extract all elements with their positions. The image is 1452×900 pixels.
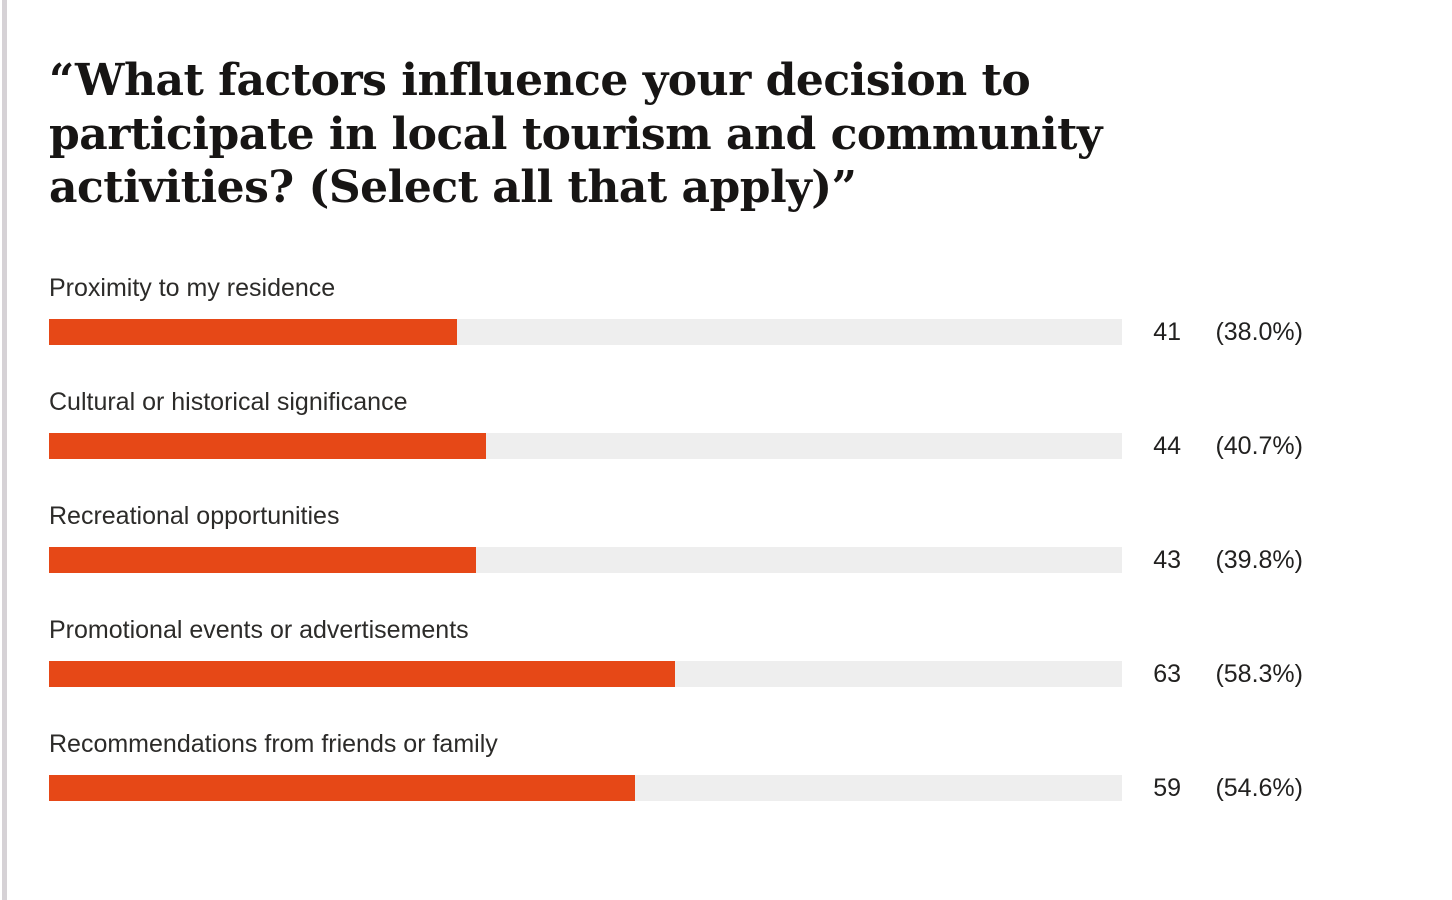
bar-count: 41 (1153, 317, 1181, 346)
bar-percent: (39.8%) (1215, 545, 1303, 574)
bar-fill (49, 775, 635, 802)
bar-count: 43 (1153, 545, 1181, 574)
bar-percent: (38.0%) (1215, 317, 1303, 346)
bar-line: 41 (38.0%) (49, 317, 1303, 346)
bar-label: Recommendations from friends or family (49, 730, 498, 759)
bar-count: 59 (1153, 773, 1181, 802)
bar-fill (49, 547, 477, 574)
bar-track (49, 319, 1122, 346)
bar-percent: (58.3%) (1215, 659, 1303, 688)
bar-line: 59 (54.6%) (49, 773, 1303, 802)
bar-line: 44 (40.7%) (49, 431, 1303, 460)
bar-label: Cultural or historical significance (49, 388, 408, 417)
bar-track (49, 433, 1122, 460)
chart-row: Recreational opportunities 43 (39.8%) (49, 501, 1303, 574)
bar-fill (49, 661, 675, 688)
bar-percent: (40.7%) (1215, 431, 1303, 460)
bar-track (49, 661, 1122, 688)
chart-row: Proximity to my residence 41 (38.0%) (49, 273, 1303, 346)
bar-label: Promotional events or advertisements (49, 616, 469, 645)
bar-count: 44 (1153, 431, 1181, 460)
bar-fill (49, 319, 457, 346)
chart-row: Promotional events or advertisements 63 … (49, 615, 1303, 688)
bar-track (49, 775, 1122, 802)
bar-track (49, 547, 1122, 574)
bar-count: 63 (1153, 659, 1181, 688)
bar-chart: Proximity to my residence 41 (38.0%) Cul… (49, 273, 1303, 802)
bar-percent: (54.6%) (1215, 773, 1303, 802)
bar-label: Proximity to my residence (49, 274, 336, 303)
bar-label: Recreational opportunities (49, 502, 340, 531)
question-title: “What factors influence your decision to… (49, 55, 1102, 214)
survey-results-panel: “What factors influence your decision to… (49, 55, 1303, 802)
chart-row: Recommendations from friends or family 5… (49, 729, 1303, 802)
bar-fill (49, 433, 486, 460)
chart-row: Cultural or historical significance 44 (… (49, 387, 1303, 460)
left-edge-divider (2, 0, 7, 900)
bar-line: 43 (39.8%) (49, 545, 1303, 574)
bar-line: 63 (58.3%) (49, 659, 1303, 688)
